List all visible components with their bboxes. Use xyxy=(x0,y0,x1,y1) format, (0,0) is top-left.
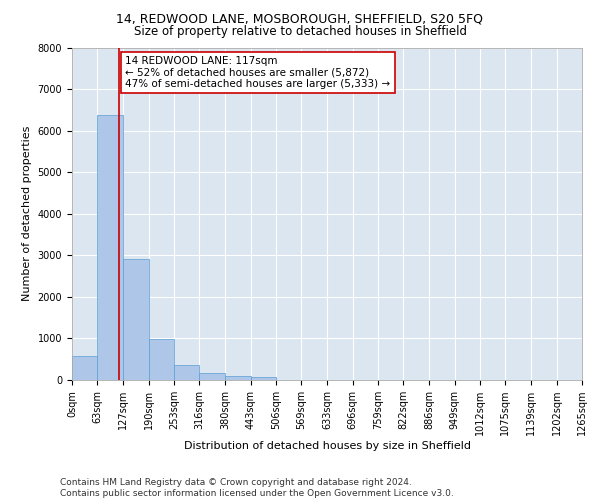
Bar xyxy=(174,365,199,380)
Text: 14, REDWOOD LANE, MOSBOROUGH, SHEFFIELD, S20 5FQ: 14, REDWOOD LANE, MOSBOROUGH, SHEFFIELD,… xyxy=(116,12,484,26)
Bar xyxy=(123,260,149,380)
X-axis label: Distribution of detached houses by size in Sheffield: Distribution of detached houses by size … xyxy=(184,441,470,451)
Bar xyxy=(199,374,225,380)
Y-axis label: Number of detached properties: Number of detached properties xyxy=(22,126,32,302)
Bar xyxy=(149,340,174,380)
Bar xyxy=(225,376,251,380)
Text: Contains HM Land Registry data © Crown copyright and database right 2024.
Contai: Contains HM Land Registry data © Crown c… xyxy=(60,478,454,498)
Bar xyxy=(97,115,123,380)
Bar xyxy=(72,356,97,380)
Text: 14 REDWOOD LANE: 117sqm
← 52% of detached houses are smaller (5,872)
47% of semi: 14 REDWOOD LANE: 117sqm ← 52% of detache… xyxy=(125,56,391,89)
Bar xyxy=(251,378,276,380)
Text: Size of property relative to detached houses in Sheffield: Size of property relative to detached ho… xyxy=(133,25,467,38)
